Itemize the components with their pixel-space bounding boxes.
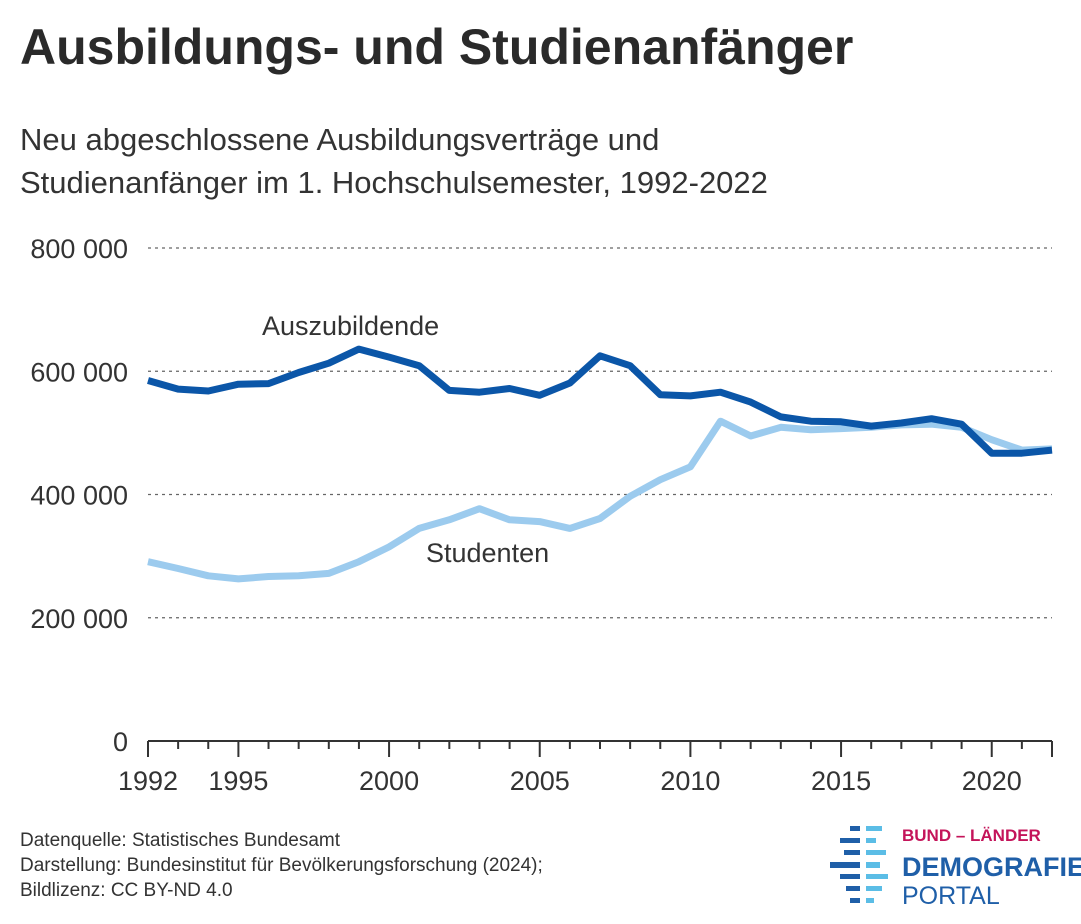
- x-tick-label: 2010: [660, 766, 720, 796]
- series-line-auszubildende: [147, 345, 1053, 457]
- footer-source: Datenquelle: Statistisches Bundesamt: [20, 830, 341, 851]
- footer-license: Bildlizenz: CC BY-ND 4.0: [20, 880, 233, 901]
- x-tick-label: 2000: [359, 766, 419, 796]
- series-label-auszubildende: Auszubildende: [262, 311, 439, 341]
- chart-title: Ausbildungs- und Studienanfänger: [20, 19, 854, 75]
- logo-text-demografie: DEMOGRAFIE: [902, 852, 1081, 882]
- x-tick-label: 2005: [510, 766, 570, 796]
- logo-text-bund-laender: BUND – LÄNDER: [902, 826, 1041, 845]
- footer: Datenquelle: Statistisches Bundesamt Dar…: [20, 828, 543, 903]
- x-tick-labels: 1992 1995 2000 2005 2010 2015 2020: [118, 766, 1022, 796]
- chart-subtitle: Neu abgeschlossene Ausbildungsverträge u…: [20, 118, 1020, 204]
- demografie-portal-logo: BUND – LÄNDER DEMOGRAFIE PORTAL: [830, 824, 1081, 914]
- series-line-studenten: [147, 417, 1053, 583]
- y-tick-label: 200 000: [30, 604, 128, 634]
- footer-darstellung: Darstellung: Bundesinstitut für Bevölker…: [20, 855, 543, 876]
- subtitle-line-2: Studienanfänger im 1. Hochschulsemester,…: [20, 165, 768, 200]
- series-label-studenten: Studenten: [426, 538, 549, 568]
- y-tick-label: 800 000: [30, 234, 128, 264]
- y-tick-labels: 0 200 000 400 000 600 000 800 000: [30, 234, 128, 757]
- x-tick-label: 1995: [208, 766, 268, 796]
- subtitle-line-1: Neu abgeschlossene Ausbildungsverträge u…: [20, 122, 660, 157]
- logo-text-portal: PORTAL: [902, 882, 1000, 910]
- x-tick-label: 2020: [962, 766, 1022, 796]
- logo-bars-icon: [830, 826, 888, 903]
- x-tick-label: 2015: [811, 766, 871, 796]
- series-lines: [147, 345, 1053, 583]
- y-tick-label: 0: [113, 727, 128, 757]
- y-tick-label: 600 000: [30, 357, 128, 387]
- y-tick-label: 400 000: [30, 481, 128, 511]
- grid-lines: [148, 247, 1052, 619]
- x-tick-label: 1992: [118, 766, 178, 796]
- x-axis: [147, 740, 1053, 757]
